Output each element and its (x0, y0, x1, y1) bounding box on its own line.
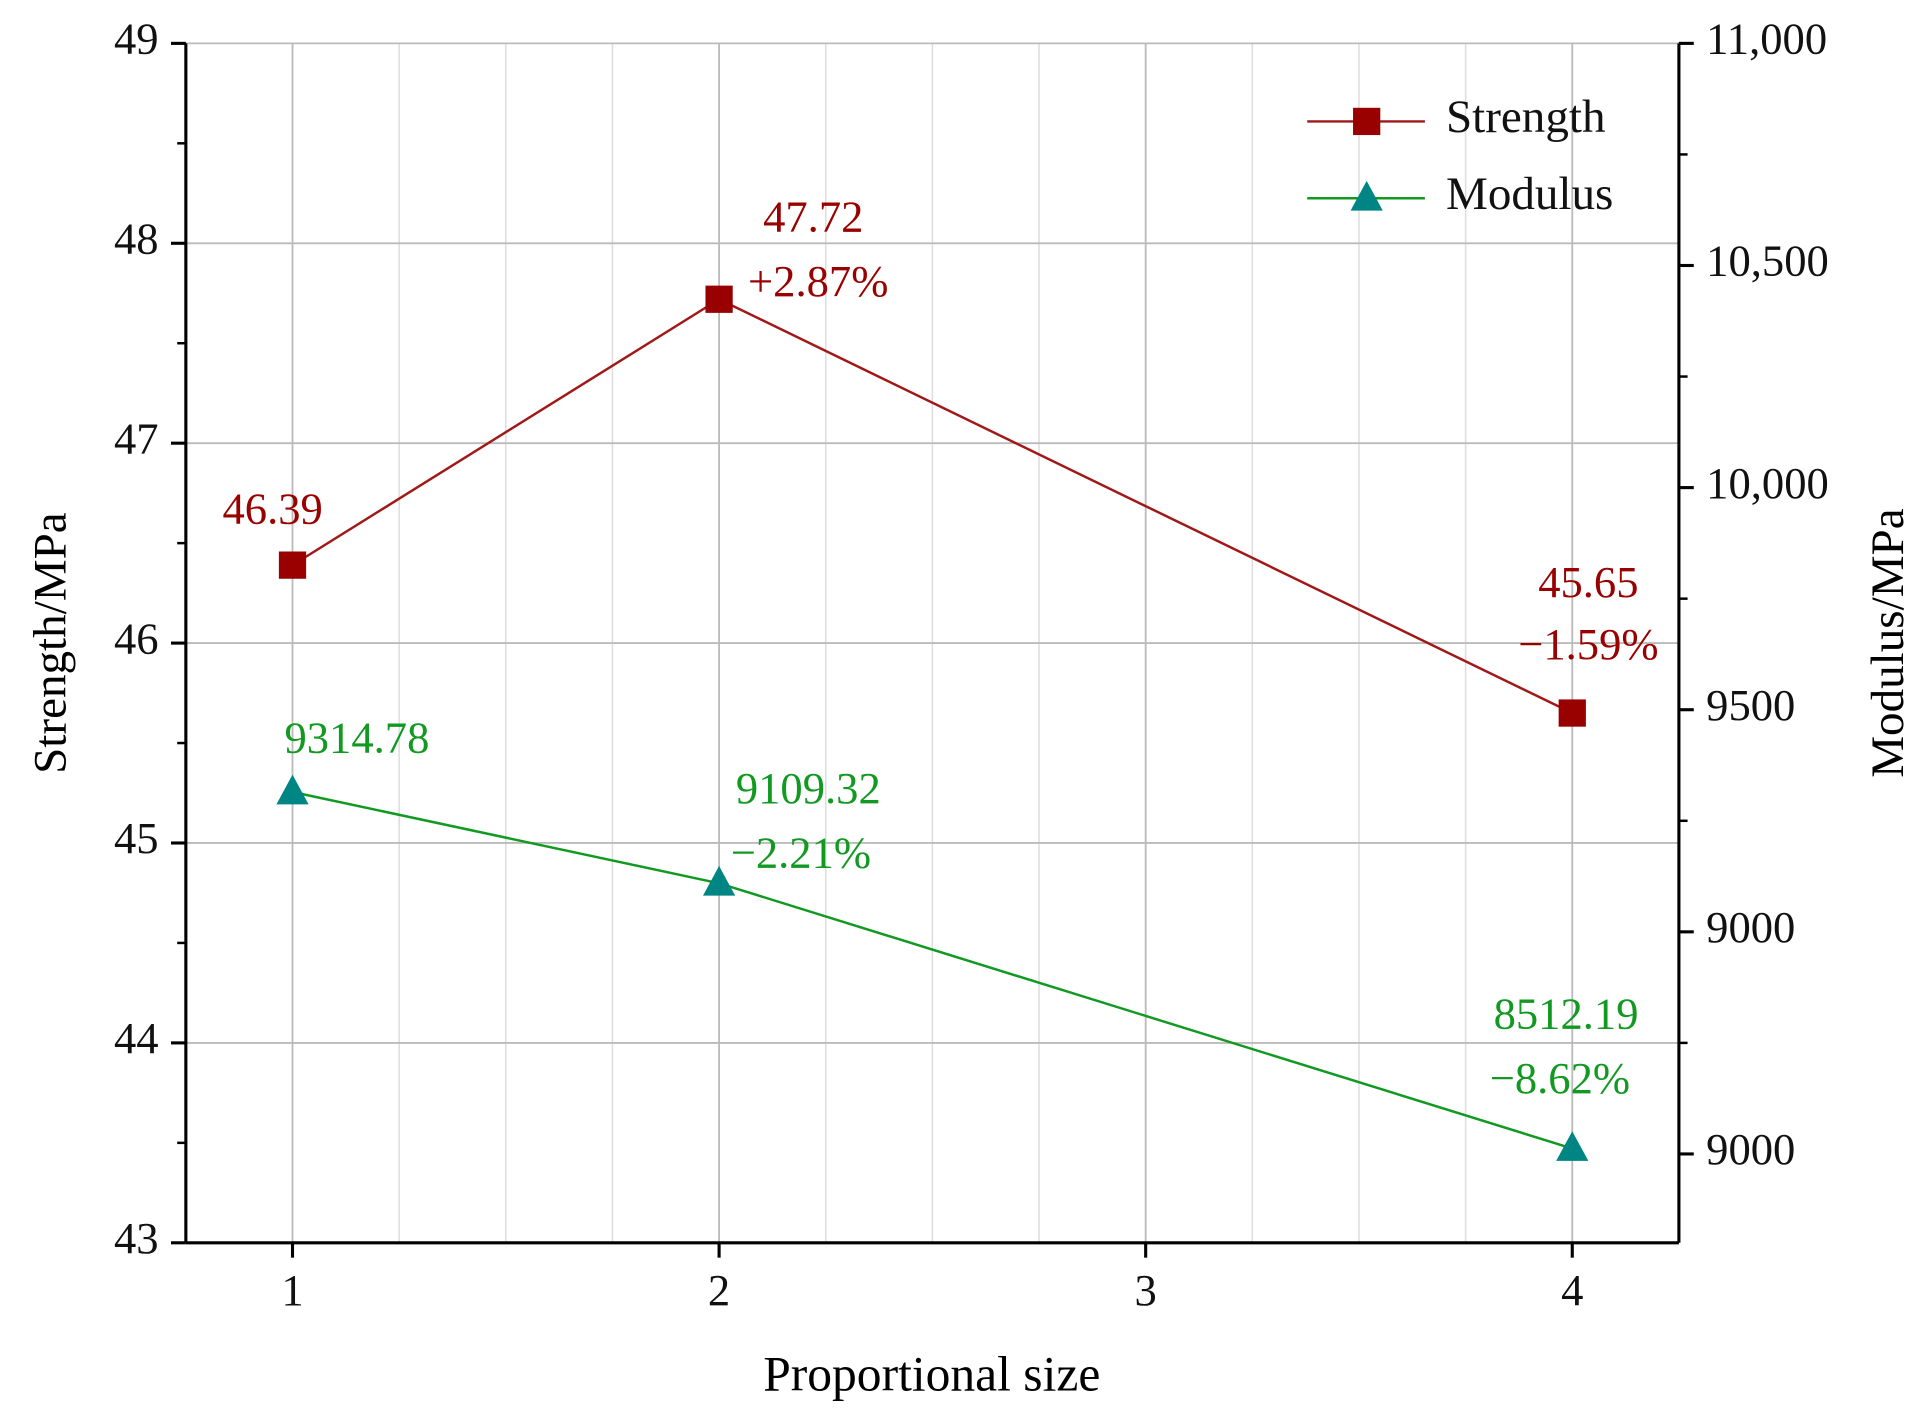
data-point (1556, 1131, 1589, 1161)
value-label: 46.39 (223, 483, 323, 533)
y-tick-label: 49 (114, 14, 159, 64)
y-tick-label: 43 (114, 1213, 159, 1263)
value-label: 8512.19 (1494, 989, 1639, 1039)
data-point (705, 285, 733, 313)
y-tick-label: 45 (114, 813, 159, 863)
value-label: 9109.32 (736, 763, 881, 813)
x-axis-title: Proportional size (763, 1346, 1100, 1401)
change-label: −2.21% (731, 827, 871, 877)
y-tick-label: 47 (114, 413, 159, 463)
x-tick-label: 1 (281, 1265, 303, 1315)
y2-axis-title: Modulus/MPa (1862, 508, 1914, 778)
value-label: 9314.78 (284, 713, 429, 763)
change-label: +2.87% (748, 256, 888, 306)
y2-tick-label: 9500 (1706, 680, 1795, 730)
x-tick-label: 3 (1135, 1265, 1157, 1315)
y2-tick-label: 9000 (1706, 1124, 1795, 1174)
change-label: −8.62% (1490, 1053, 1630, 1103)
value-label: 45.65 (1538, 557, 1638, 607)
legend-marker (1353, 107, 1381, 136)
data-point (276, 774, 309, 805)
value-label: 47.72 (763, 191, 863, 241)
y2-tick-label: 10,000 (1706, 458, 1829, 508)
legend-marker (1350, 180, 1383, 211)
legend-label: Modulus (1446, 168, 1613, 220)
x-tick-label: 2 (708, 1265, 730, 1315)
y-tick-label: 46 (114, 613, 159, 663)
y2-tick-label: 11,000 (1706, 14, 1827, 64)
y-tick-label: 48 (114, 214, 159, 264)
y2-tick-label: 10,500 (1706, 236, 1829, 286)
data-point (1558, 699, 1586, 727)
x-tick-label: 4 (1561, 1265, 1583, 1315)
y2-tick-label: 9000 (1706, 902, 1795, 952)
y-tick-label: 44 (114, 1013, 159, 1063)
legend-label: Strength (1446, 91, 1606, 143)
data-point (278, 551, 307, 579)
y-axis-title: Strength/MPa (24, 512, 76, 774)
change-label: −1.59% (1518, 619, 1658, 669)
data-point (702, 865, 736, 896)
